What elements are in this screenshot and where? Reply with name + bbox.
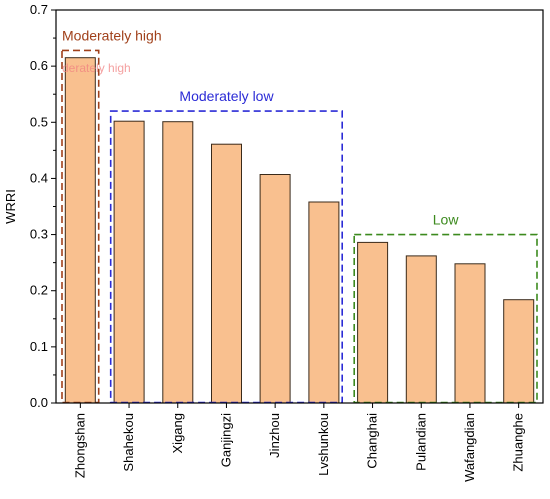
y-tick-label: 0.1 [30,339,48,354]
y-tick-label: 0.5 [30,114,48,129]
group-label-low: Low [433,212,460,228]
labels-layer: 0.0 0.1 0.2 0.3 0.4 0.5 0.6 0.7 WRRI Zhongshan Sha… [3,2,526,482]
group-label-moderately-high: Moderately high [62,27,162,43]
x-tick-label-xigang: Xigang [170,413,185,453]
bar-xigang [162,121,194,404]
x-tick-label-wafangdian: Wafangdian [462,413,477,482]
y-tick-label: 0.7 [30,2,48,17]
bar-zhuanghe [503,299,535,404]
y-tick-label: 0.3 [30,227,48,242]
bar-pulandian [405,255,437,404]
bar-wafangdian [454,263,486,404]
x-tick-label-zhongshan: Zhongshan [72,413,87,478]
x-tick-label-zhuanghe: Zhuanghe [511,413,526,472]
x-tick-label-pulandian: Pulandian [413,413,428,471]
bar-ganjingzi [211,143,242,404]
y-tick-label: 0.0 [30,395,48,410]
y-tick-label: 0.6 [30,58,48,73]
x-tick-label-ganjingzi: Ganjingzi [219,413,234,467]
bar-jinzhou [259,174,291,404]
x-tick-label-changhai: Changhai [365,413,380,469]
bar-changhai [357,241,389,404]
x-tick-label-lvshunkou: Lvshunkou [316,413,331,476]
bar-lvshunkou [308,201,340,404]
bar-zhongshan [64,57,96,404]
group-label-moderately-low: Moderately low [179,88,274,104]
y-tick-label: 0.2 [30,283,48,298]
x-tick-label-jinzhou: Jinzhou [267,413,282,458]
y-tick-label: 0.4 [30,170,48,185]
axes-layer [51,9,544,408]
y-axis-title: WRRI [3,189,18,224]
bars-layer [64,57,535,404]
x-tick-label-shahekou: Shahekou [121,413,136,472]
bar-shahekou [113,120,145,404]
ghost-group-label: derately high [62,61,131,75]
